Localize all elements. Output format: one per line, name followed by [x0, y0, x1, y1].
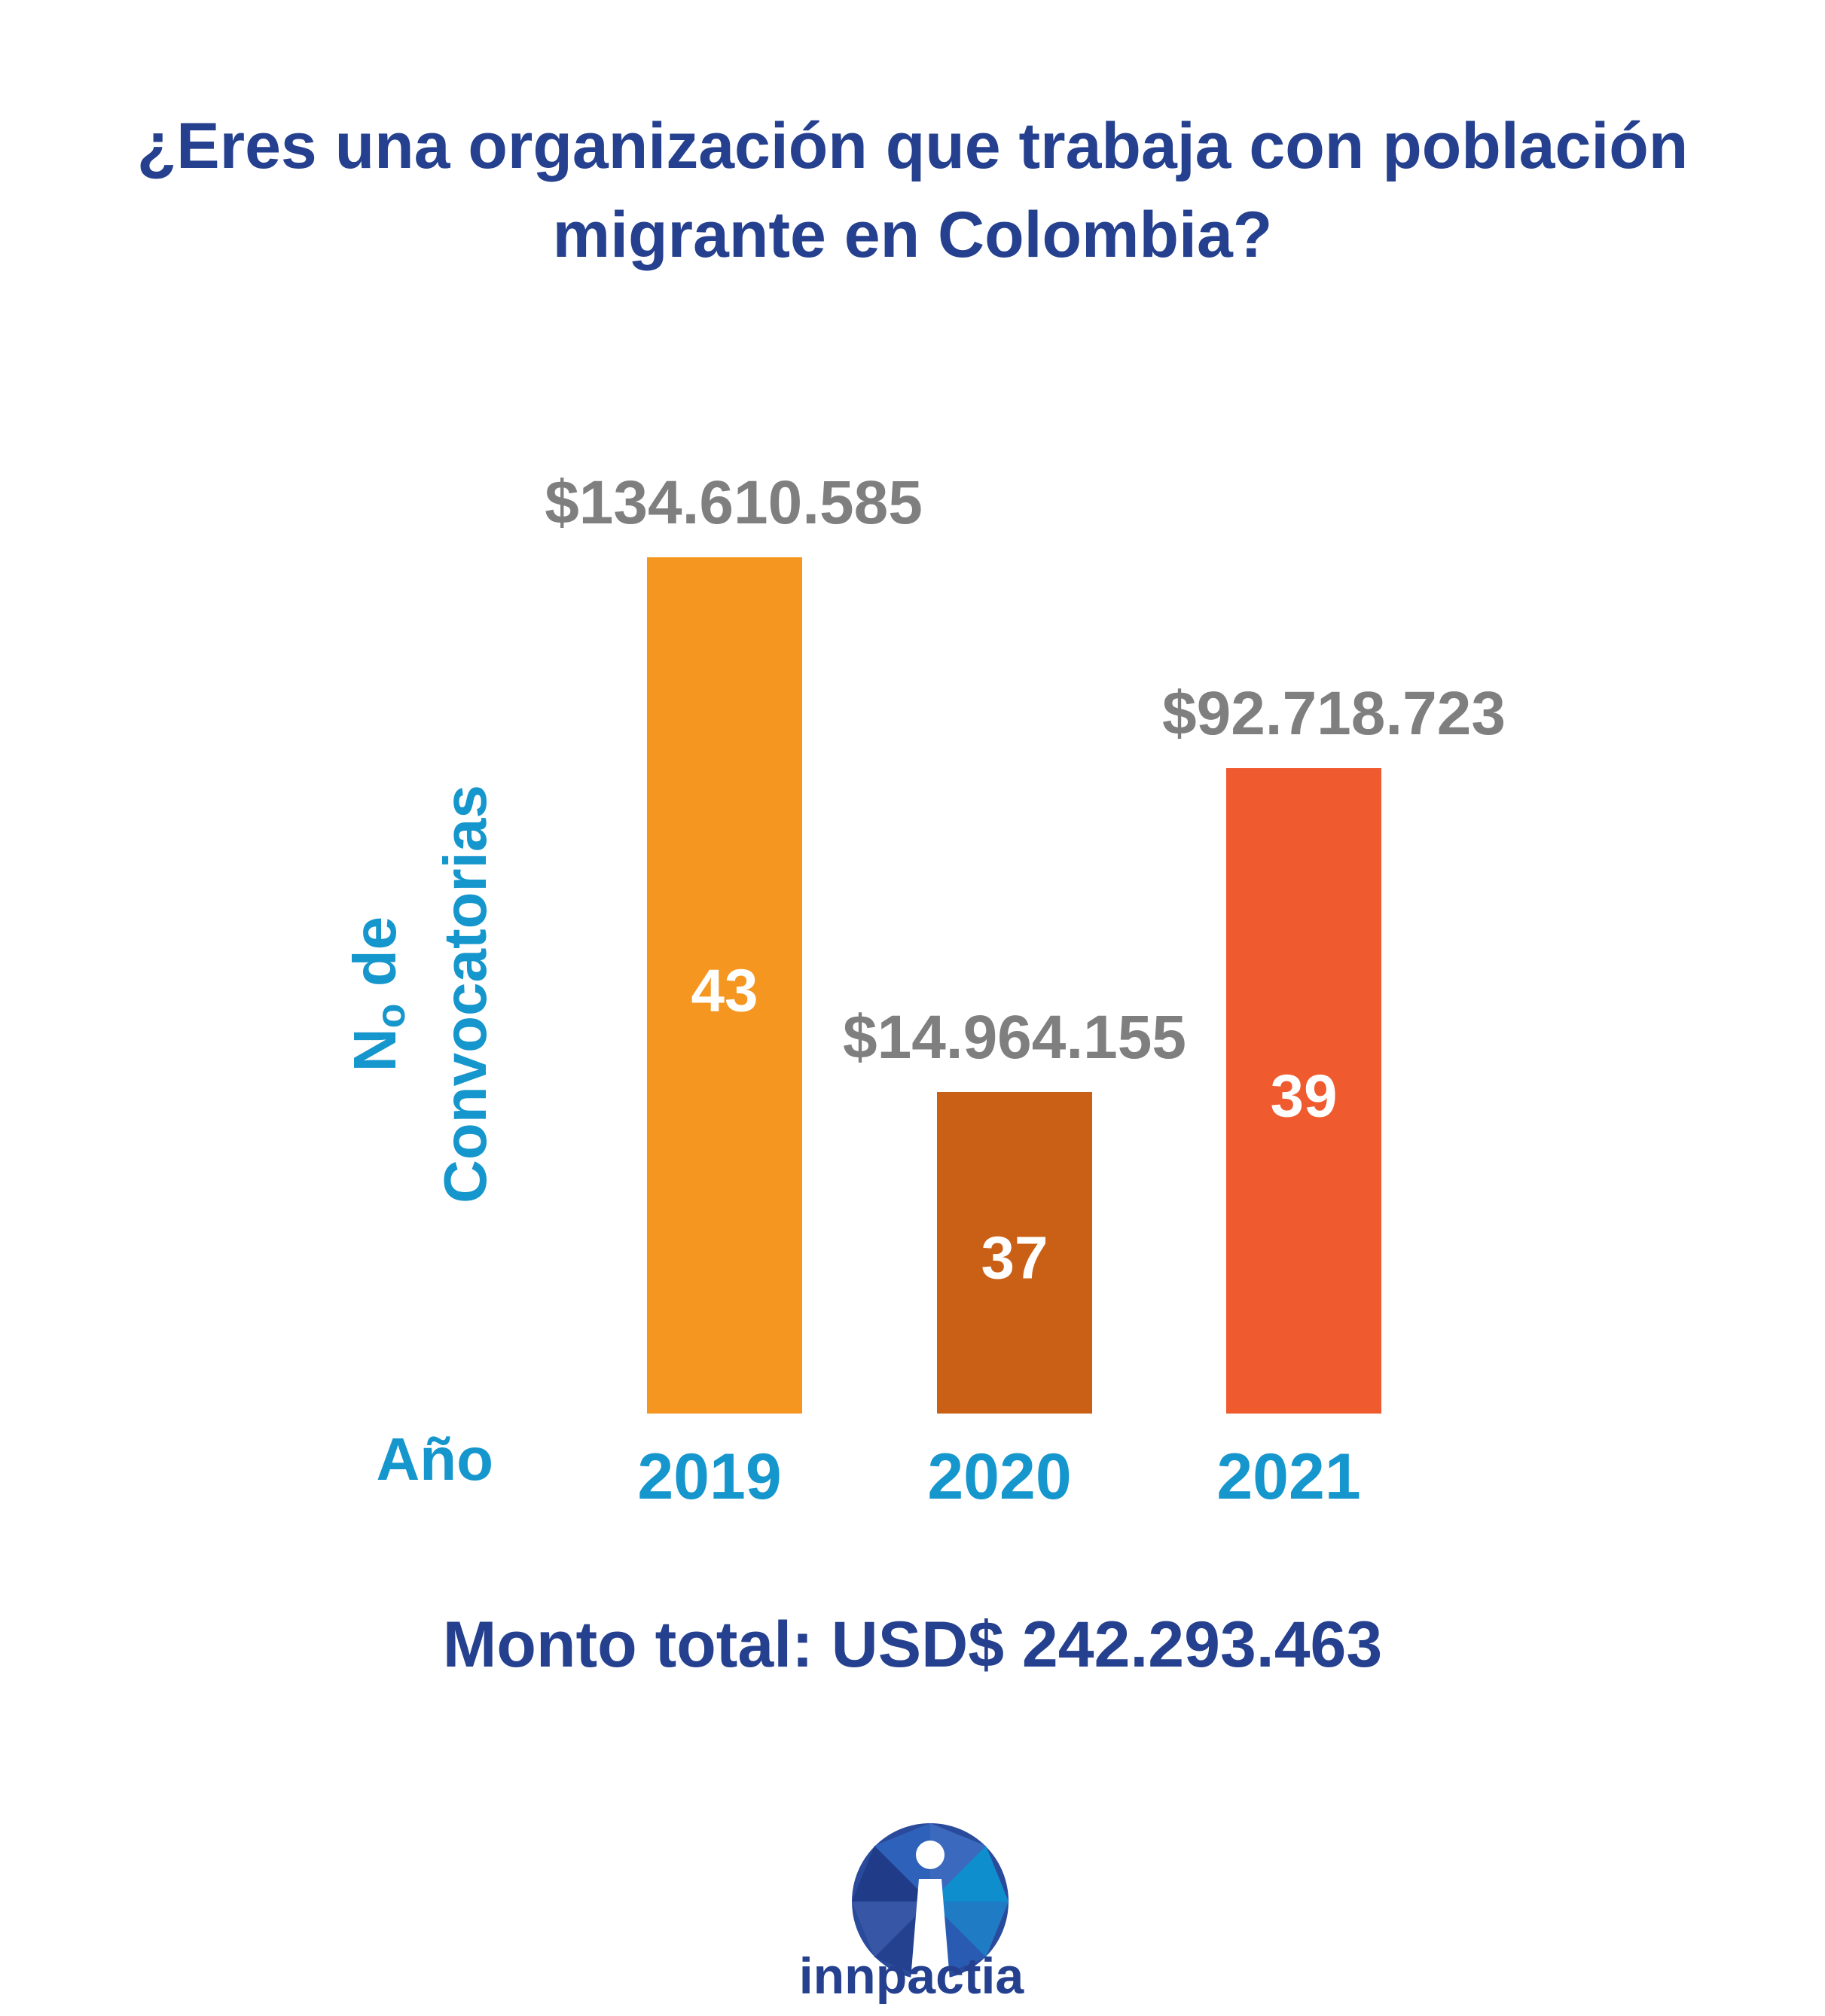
logo-wordmark: innpactia — [798, 1947, 1024, 2005]
x-axis-label: Año — [376, 1426, 493, 1493]
bar-amount-label-2019: $134.610.585 — [545, 468, 923, 537]
bar-value-label-2019: 43 — [691, 957, 758, 1024]
bars: 43 $134.610.585 2019 37 $14.964.155 2020 39 $92… — [545, 468, 1506, 1513]
total-amount: Monto total: USD$ 242.293.463 — [442, 1609, 1383, 1681]
bar-amount-label-2021: $92.718.723 — [1162, 679, 1506, 748]
y-axis-label-line2: Convocatorias — [432, 785, 499, 1203]
innpactia-logo-icon — [852, 1823, 1009, 1980]
y-axis-label-line1: No de — [341, 917, 414, 1072]
bar-2021 — [1226, 768, 1381, 1414]
bar-value-label-2020: 37 — [981, 1225, 1048, 1292]
bar-amount-label-2020: $14.964.155 — [843, 1003, 1186, 1072]
bar-chart: 43 $134.610.585 2019 37 $14.964.155 2020 39 $92… — [341, 468, 1506, 1513]
x-tick-label-2020: 2020 — [927, 1441, 1071, 1513]
x-tick-label-2019: 2019 — [637, 1441, 781, 1513]
chart-title: ¿Eres una organización que trabaja con p… — [0, 102, 1825, 279]
title-line-1: ¿Eres una organización que trabaja con p… — [136, 110, 1689, 182]
x-tick-label-2021: 2021 — [1216, 1441, 1360, 1513]
title-line-2: migrante en Colombia? — [552, 199, 1273, 271]
bar-2019 — [647, 557, 802, 1414]
bar-2020 — [937, 1092, 1092, 1414]
bar-value-label-2021: 39 — [1271, 1063, 1338, 1130]
